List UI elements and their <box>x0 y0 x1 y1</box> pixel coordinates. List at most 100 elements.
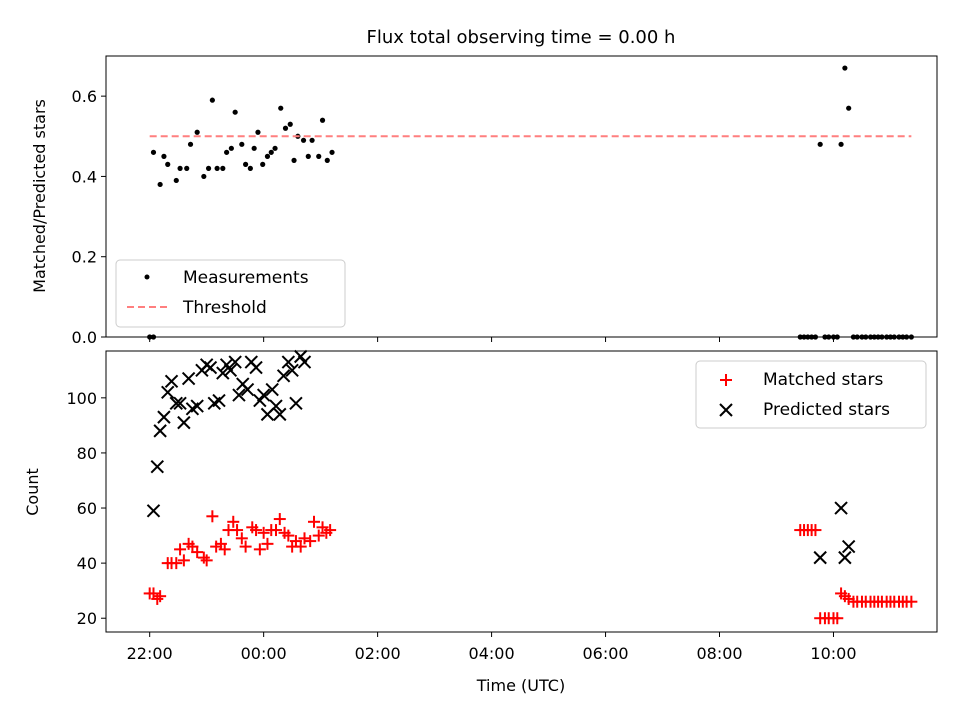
measurement-point <box>201 173 207 180</box>
matched-star-point <box>809 524 822 537</box>
top-ytick-label: 0.2 <box>72 248 97 267</box>
measurement-point <box>817 141 823 147</box>
measurement-point <box>165 161 171 167</box>
measurement-point <box>300 137 307 143</box>
measurement-point <box>863 334 869 340</box>
top-ytick-label: 0.0 <box>72 328 97 347</box>
measurement-point <box>850 334 857 340</box>
measurement-point <box>224 149 230 155</box>
predicted-star-point <box>232 388 246 402</box>
measurement-point <box>150 149 157 155</box>
matched-star-point <box>253 543 266 556</box>
predicted-star-point <box>838 550 852 565</box>
measurement-point <box>147 334 153 340</box>
bottom-ytick-label: 100 <box>66 389 97 408</box>
top-ytick-label: 0.6 <box>72 87 97 106</box>
predicted-star-point <box>203 360 218 375</box>
measurement-point <box>887 334 894 340</box>
measurement-point <box>316 153 322 159</box>
measurement-point <box>177 165 183 171</box>
matched-star-point <box>324 524 337 537</box>
predicted-star-point <box>285 363 299 377</box>
measurement-point <box>834 334 840 340</box>
predicted-star-point <box>841 539 856 554</box>
bottom-xtick-label: 02:00 <box>355 644 401 663</box>
measurement-point <box>830 334 837 340</box>
measurement-point <box>194 129 200 135</box>
bottom-legend: Matched stars Predicted stars <box>695 360 927 429</box>
predicted-star-point <box>157 410 171 424</box>
measurement-point <box>214 165 220 171</box>
bottom-plot-frame <box>105 350 938 633</box>
legend-measurements-marker <box>144 274 150 280</box>
legend-predicted-label: Predicted stars <box>763 400 890 420</box>
predicted-star-point <box>190 399 204 413</box>
matched-star-point <box>151 592 164 605</box>
top-marks <box>147 65 914 340</box>
measurement-point <box>205 165 212 171</box>
predicted-star-point <box>834 501 848 515</box>
measurement-point <box>184 165 190 171</box>
measurement-point <box>896 334 902 340</box>
measurement-point <box>282 125 289 131</box>
measurement-point <box>822 334 828 340</box>
bottom-xtick-label: 06:00 <box>582 644 628 663</box>
bottom-panel: 20 40 60 80 100 22:00 00:00 02:00 04:00 06:00 08:0… <box>23 349 938 695</box>
measurement-point <box>232 109 238 115</box>
predicted-star-point <box>146 504 161 518</box>
legend-threshold-label: Threshold <box>182 298 267 318</box>
measurement-point <box>859 334 865 340</box>
measurement-point <box>243 161 249 167</box>
measurement-point <box>228 145 234 151</box>
legend-measurements-label: Measurements <box>183 268 309 288</box>
predicted-star-point <box>216 366 230 380</box>
bottom-xtick-label: 08:00 <box>696 644 742 663</box>
predicted-star-point <box>269 399 283 413</box>
matched-star-point <box>831 612 844 625</box>
bottom-marks <box>143 349 918 625</box>
predicted-star-point <box>164 374 179 389</box>
measurement-point <box>157 181 163 188</box>
matched-star-point <box>218 543 231 556</box>
matched-star-point <box>235 532 248 545</box>
bottom-ytick-label: 40 <box>77 554 97 573</box>
matched-star-point <box>200 554 213 567</box>
predicted-star-point <box>273 407 287 422</box>
measurement-point <box>812 334 819 340</box>
measurement-point <box>875 334 881 340</box>
measurement-point <box>805 334 811 340</box>
figure-title: Flux total observing time = 0.00 h <box>367 27 676 48</box>
measurement-point <box>173 177 179 184</box>
measurement-point <box>801 334 807 340</box>
bottom-legend-box <box>695 360 927 429</box>
measurement-point <box>150 334 157 340</box>
matched-star-point <box>154 590 167 603</box>
matched-star-point <box>257 526 270 539</box>
matched-star-point <box>191 546 204 559</box>
bottom-xtick-label: 04:00 <box>469 644 515 663</box>
bottom-ylabel: Count <box>23 468 42 516</box>
matched-star-point <box>304 535 317 548</box>
matched-star-point <box>206 510 219 523</box>
matched-star-point <box>905 595 918 608</box>
top-ylabel: Matched/Predicted stars <box>30 99 49 293</box>
matched-star-point <box>282 529 295 542</box>
measurement-point <box>842 65 848 71</box>
top-legend-box <box>115 259 346 328</box>
predicted-star-point <box>256 388 271 402</box>
measurement-point <box>846 105 852 111</box>
matched-star-point <box>227 515 240 528</box>
predicted-star-point <box>813 550 827 565</box>
measurement-point <box>161 153 167 159</box>
measurement-point <box>891 334 897 340</box>
measurement-point <box>247 165 253 171</box>
bottom-ytick-label: 60 <box>77 499 97 518</box>
predicted-star-point <box>289 396 303 411</box>
measurement-point <box>879 334 885 340</box>
predicted-star-point <box>161 385 175 400</box>
measurement-point <box>904 334 910 340</box>
legend-matched-marker <box>720 374 732 386</box>
predicted-star-point <box>265 382 279 397</box>
predicted-star-point <box>177 415 191 430</box>
matched-star-point <box>239 540 252 553</box>
